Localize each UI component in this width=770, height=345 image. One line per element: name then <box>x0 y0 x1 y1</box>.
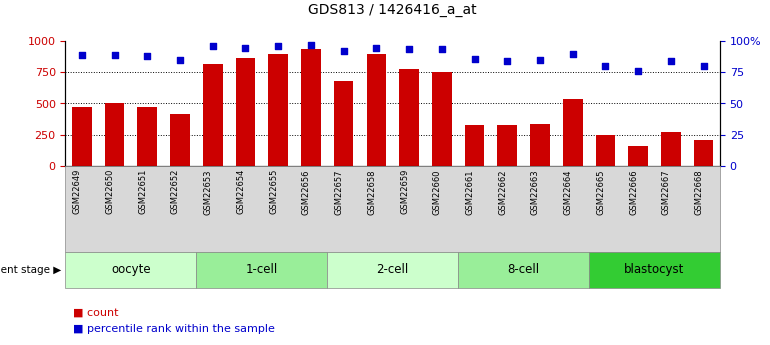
Bar <box>563 99 582 166</box>
Point <box>109 52 121 58</box>
Text: 2-cell: 2-cell <box>377 264 409 276</box>
Text: GSM22650: GSM22650 <box>105 169 115 215</box>
Text: GDS813 / 1426416_a_at: GDS813 / 1426416_a_at <box>309 3 477 17</box>
Text: ■ count: ■ count <box>73 307 119 317</box>
Point <box>337 49 350 54</box>
Text: GSM22660: GSM22660 <box>433 169 442 215</box>
Bar <box>399 69 419 166</box>
Point <box>403 46 415 52</box>
Bar <box>432 72 451 166</box>
Text: GSM22659: GSM22659 <box>400 169 409 215</box>
Point <box>370 45 383 50</box>
Bar <box>497 125 517 166</box>
Bar <box>236 58 255 166</box>
Text: GSM22663: GSM22663 <box>531 169 540 215</box>
Text: GSM22662: GSM22662 <box>498 169 507 215</box>
Text: oocyte: oocyte <box>111 264 151 276</box>
Text: GSM22657: GSM22657 <box>335 169 343 215</box>
Bar <box>595 135 615 166</box>
Text: GSM22658: GSM22658 <box>367 169 377 215</box>
Point <box>567 51 579 57</box>
Text: development stage ▶: development stage ▶ <box>0 265 62 275</box>
Text: GSM22654: GSM22654 <box>236 169 246 215</box>
Bar <box>694 140 713 166</box>
Text: GSM22649: GSM22649 <box>73 169 82 215</box>
Bar <box>301 49 320 166</box>
Bar <box>268 54 288 166</box>
Point <box>632 68 644 74</box>
Bar <box>137 107 157 166</box>
Point <box>174 57 186 63</box>
Text: GSM22665: GSM22665 <box>597 169 605 215</box>
Text: GSM22655: GSM22655 <box>270 169 278 215</box>
Text: GSM22666: GSM22666 <box>629 169 638 215</box>
Text: GSM22656: GSM22656 <box>302 169 311 215</box>
Point <box>206 43 219 49</box>
Bar <box>72 107 92 166</box>
Point <box>272 43 284 49</box>
Text: 1-cell: 1-cell <box>246 264 278 276</box>
Bar <box>367 54 386 166</box>
Point <box>501 59 514 64</box>
Text: GSM22652: GSM22652 <box>171 169 180 215</box>
Bar <box>333 81 353 166</box>
Bar <box>661 132 681 166</box>
Bar <box>203 64 223 166</box>
Point <box>75 52 88 58</box>
Point <box>468 56 480 61</box>
Point <box>305 42 317 48</box>
Text: GSM22667: GSM22667 <box>662 169 671 215</box>
Text: GSM22664: GSM22664 <box>564 169 573 215</box>
Text: GSM22653: GSM22653 <box>204 169 213 215</box>
Point <box>534 57 546 63</box>
Bar <box>530 124 550 166</box>
Text: 8-cell: 8-cell <box>507 264 540 276</box>
Point <box>665 59 677 64</box>
Point <box>141 53 153 59</box>
Point <box>436 46 448 52</box>
Text: GSM22668: GSM22668 <box>695 169 704 215</box>
Bar <box>170 114 189 166</box>
Point <box>698 63 710 69</box>
Point <box>239 45 252 50</box>
Bar <box>464 125 484 166</box>
Text: blastocyst: blastocyst <box>624 264 685 276</box>
Text: GSM22661: GSM22661 <box>466 169 474 215</box>
Bar <box>105 103 124 166</box>
Point <box>599 63 611 69</box>
Text: GSM22651: GSM22651 <box>139 169 147 215</box>
Bar <box>628 146 648 166</box>
Text: ■ percentile rank within the sample: ■ percentile rank within the sample <box>73 325 275 334</box>
